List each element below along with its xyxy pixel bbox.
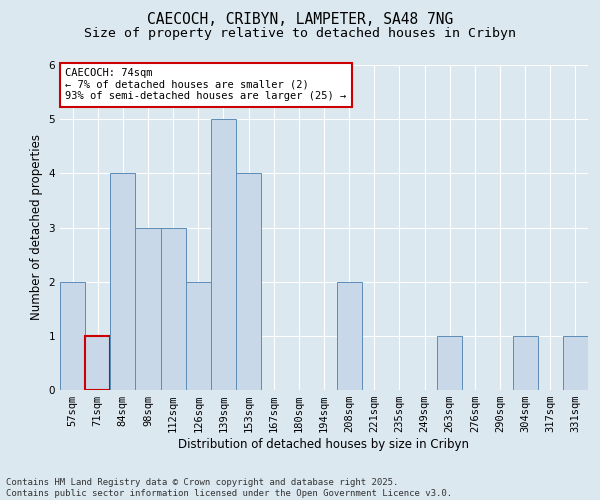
Bar: [110, 174, 136, 390]
Text: Contains HM Land Registry data © Crown copyright and database right 2025.
Contai: Contains HM Land Registry data © Crown c…: [6, 478, 452, 498]
X-axis label: Distribution of detached houses by size in Cribyn: Distribution of detached houses by size …: [179, 438, 470, 451]
Bar: [186, 282, 211, 390]
Bar: [337, 282, 362, 390]
Bar: [437, 336, 462, 390]
Bar: [161, 228, 186, 390]
Bar: [563, 336, 588, 390]
Bar: [512, 336, 538, 390]
Text: CAECOCH, CRIBYN, LAMPETER, SA48 7NG: CAECOCH, CRIBYN, LAMPETER, SA48 7NG: [147, 12, 453, 28]
Bar: [85, 336, 110, 390]
Text: Size of property relative to detached houses in Cribyn: Size of property relative to detached ho…: [84, 28, 516, 40]
Bar: [60, 282, 85, 390]
Bar: [136, 228, 161, 390]
Y-axis label: Number of detached properties: Number of detached properties: [30, 134, 43, 320]
Text: CAECOCH: 74sqm
← 7% of detached houses are smaller (2)
93% of semi-detached hous: CAECOCH: 74sqm ← 7% of detached houses a…: [65, 68, 347, 102]
Bar: [236, 174, 261, 390]
Bar: [211, 119, 236, 390]
